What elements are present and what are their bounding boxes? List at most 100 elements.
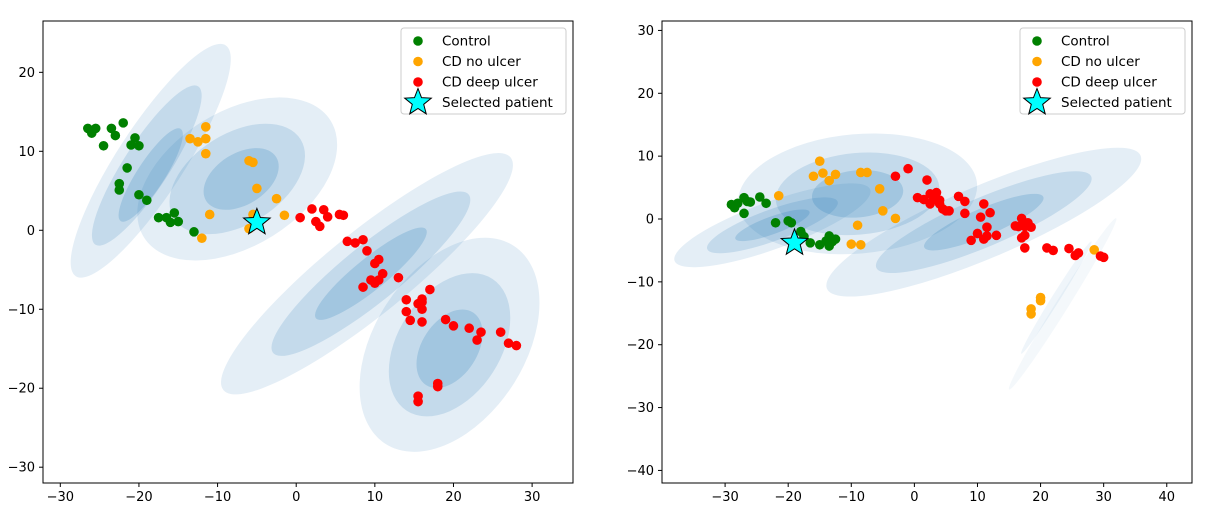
- point-cd-deep-ulcer: [342, 236, 353, 247]
- y-tick-label: −20: [627, 338, 654, 353]
- point-cd-no-ulcer: [200, 122, 211, 132]
- y-tick-label: 10: [18, 145, 35, 160]
- x-tick-label: −10: [838, 490, 865, 505]
- point-cd-deep-ulcer: [944, 206, 954, 216]
- confidence-ellipse: [271, 191, 471, 356]
- point-cd-no-ulcer: [200, 133, 211, 144]
- point-cd-no-ulcer: [890, 213, 901, 224]
- point-cd-no-ulcer: [808, 171, 819, 182]
- point-cd-no-ulcer: [252, 183, 262, 194]
- point-cd-no-ulcer: [830, 169, 841, 180]
- point-cd-deep-ulcer: [985, 207, 995, 218]
- point-control: [754, 192, 765, 202]
- legend: Control CD no ulcer CD deep ulcer Selected …: [1019, 27, 1186, 115]
- chart-panel-2: −30 −20 −10 0 10 20 30 40 −40 −30 −20 −10 0 10 20 30 Con…: [627, 20, 1193, 505]
- point-cd-deep-ulcer: [393, 272, 404, 283]
- point-control: [761, 198, 771, 209]
- plot-area: [674, 133, 1142, 390]
- point-cd-deep-ulcer: [322, 212, 333, 222]
- point-cd-deep-ulcer: [417, 297, 427, 307]
- point-cd-deep-ulcer: [417, 304, 427, 315]
- y-tick-label: 0: [27, 224, 35, 239]
- point-cd-deep-ulcer: [417, 317, 427, 327]
- point-cd-no-ulcer: [279, 210, 290, 221]
- legend-label: Selected patient: [442, 95, 553, 111]
- point-cd-deep-ulcer: [373, 254, 384, 265]
- selected-patient-star: [242, 206, 272, 235]
- point-control: [90, 123, 101, 134]
- confidence-ellipse: [70, 43, 231, 278]
- point-cd-deep-ulcer: [413, 396, 423, 407]
- axes-frame: [661, 20, 1193, 484]
- point-cd-no-ulcer: [814, 156, 825, 166]
- confidence-ellipse: [738, 133, 978, 255]
- legend-box: [400, 27, 567, 115]
- point-cd-deep-ulcer: [975, 212, 986, 222]
- point-control: [153, 212, 164, 223]
- confidence-ellipse: [91, 85, 202, 246]
- point-cd-deep-ulcer: [405, 315, 416, 326]
- point-cd-no-ulcer: [204, 209, 215, 220]
- confidence-ellipse: [1021, 241, 1092, 354]
- point-cd-deep-ulcer: [931, 187, 942, 198]
- legend-marker-selected-patient: [1022, 87, 1052, 115]
- legend-box: [1019, 27, 1186, 115]
- x-tick-label: 10: [969, 490, 986, 505]
- x-tick-label: −20: [774, 490, 801, 505]
- point-cd-no-ulcer: [818, 168, 828, 178]
- confidence-ellipse: [875, 171, 1092, 274]
- point-cd-deep-ulcer: [338, 210, 349, 221]
- point-cd-deep-ulcer: [991, 230, 1002, 241]
- point-cd-deep-ulcer: [495, 327, 506, 337]
- point-control: [805, 238, 816, 248]
- point-control: [169, 208, 180, 218]
- point-control: [134, 189, 144, 200]
- point-cd-deep-ulcer: [350, 238, 360, 248]
- point-cd-no-ulcer: [878, 206, 888, 216]
- point-cd-deep-ulcer: [358, 234, 368, 245]
- point-cd-deep-ulcer: [476, 327, 486, 337]
- point-cd-deep-ulcer: [511, 340, 522, 351]
- point-control: [114, 185, 125, 195]
- confidence-ellipse: [203, 148, 279, 210]
- x-tick-label: −30: [711, 490, 738, 505]
- point-cd-deep-ulcer: [1019, 230, 1030, 241]
- point-control: [739, 208, 749, 219]
- point-cd-deep-ulcer: [1026, 222, 1036, 232]
- x-tick-label: 20: [1032, 490, 1049, 505]
- point-cd-deep-ulcer: [1048, 245, 1058, 256]
- point-control: [130, 133, 140, 143]
- point-cd-no-ulcer: [862, 167, 872, 178]
- point-control: [141, 195, 152, 206]
- legend-label: Control: [1061, 34, 1110, 50]
- legend-label: Control: [442, 34, 491, 50]
- confidence-ellipse: [826, 147, 1142, 297]
- legend-marker-cd-deep-ulcer: [1032, 77, 1042, 87]
- y-tick-label: 0: [646, 213, 654, 228]
- point-cd-no-ulcer: [193, 137, 203, 147]
- x-tick-label: 20: [445, 490, 462, 505]
- point-cd-no-ulcer: [852, 220, 863, 231]
- point-cd-deep-ulcer: [934, 195, 945, 205]
- point-cd-deep-ulcer: [1073, 248, 1084, 258]
- x-tick-label: 40: [1158, 490, 1175, 505]
- point-cd-no-ulcer: [271, 193, 282, 204]
- y-tick-label: −30: [8, 461, 35, 476]
- point-cd-deep-ulcer: [425, 284, 435, 295]
- point-cd-deep-ulcer: [978, 199, 989, 209]
- x-tick-label: 30: [524, 490, 541, 505]
- legend-label: CD no ulcer: [442, 54, 521, 70]
- legend-label: CD deep ulcer: [1061, 75, 1157, 91]
- legend-label: Selected patient: [1061, 95, 1172, 111]
- x-tick-label: −10: [204, 490, 231, 505]
- confidence-ellipse: [1008, 218, 1117, 390]
- confidence-ellipse: [924, 193, 1044, 251]
- point-cd-no-ulcer: [874, 184, 885, 194]
- y-tick-label: 30: [637, 24, 654, 39]
- point-cd-no-ulcer: [1035, 295, 1046, 306]
- point-cd-deep-ulcer: [1064, 243, 1074, 254]
- x-tick-label: 30: [1095, 490, 1112, 505]
- point-cd-deep-ulcer: [472, 335, 482, 345]
- point-control: [786, 217, 797, 228]
